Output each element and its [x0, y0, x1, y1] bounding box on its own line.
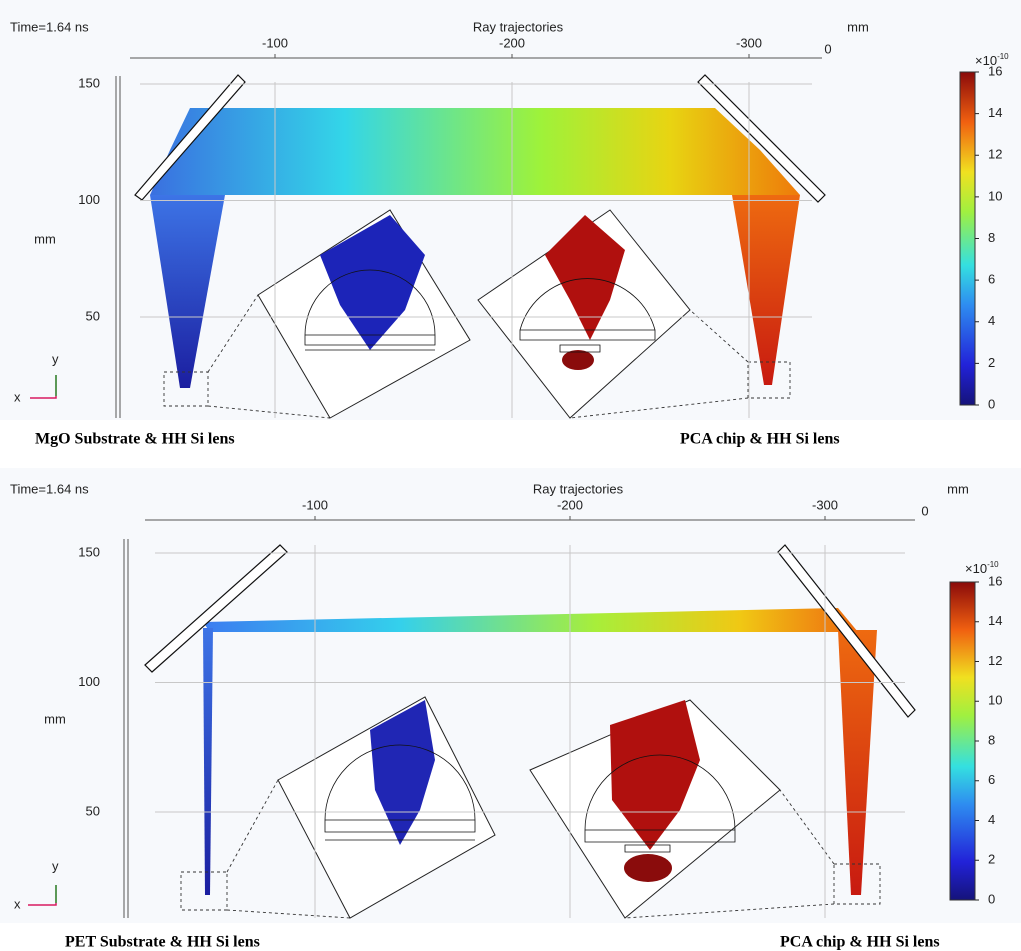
- y-tick-label: 150: [78, 75, 100, 90]
- axis-label-x: x: [14, 389, 21, 404]
- colorbar-tick-label: 6: [988, 772, 995, 787]
- colorbar-tick-label: 4: [988, 812, 995, 827]
- axis-label-x: x: [14, 896, 21, 911]
- plot-title: Ray trajectories: [473, 19, 564, 34]
- colorbar: [950, 582, 975, 900]
- y-unit: mm: [34, 231, 56, 246]
- inset-focus: [562, 350, 594, 370]
- caption: PCA chip & HH Si lens: [680, 431, 840, 448]
- colorbar-tick-label: 0: [988, 891, 995, 906]
- colorbar: [960, 72, 975, 405]
- plot-title: Ray trajectories: [533, 481, 624, 496]
- colorbar-tick-label: 12: [988, 147, 1002, 162]
- z-tick-label: 0: [921, 503, 928, 518]
- y-tick-label: 50: [86, 308, 100, 323]
- caption: PCA chip & HH Si lens: [780, 934, 940, 951]
- x-tick-label: -100: [262, 35, 288, 50]
- x-tick-label: -200: [499, 35, 525, 50]
- colorbar-tick-label: 6: [988, 272, 995, 287]
- x-tick-label: -300: [812, 497, 838, 512]
- colorbar-tick-label: 4: [988, 313, 995, 328]
- y-tick-label: 100: [78, 192, 100, 207]
- x-tick-label: -200: [557, 497, 583, 512]
- colorbar-tick-label: 2: [988, 355, 995, 370]
- multiplier-exponent: -10: [997, 52, 1009, 61]
- colorbar-tick-label: 14: [988, 105, 1002, 120]
- colorbar-tick-label: 16: [988, 573, 1002, 588]
- multiplier-base: ×10: [965, 561, 987, 576]
- panel-2-art: [0, 468, 1021, 923]
- y-tick-label: 100: [78, 674, 100, 689]
- colorbar-tick-label: 12: [988, 653, 1002, 668]
- x-unit: mm: [847, 19, 869, 34]
- y-tick-label: 50: [86, 803, 100, 818]
- colorbar-tick-label: 8: [988, 230, 995, 245]
- colorbar-tick-label: 2: [988, 852, 995, 867]
- axis-label-y: y: [52, 858, 59, 873]
- axis-label-y: y: [52, 351, 59, 366]
- y-tick-label: 150: [78, 544, 100, 559]
- caption: MgO Substrate & HH Si lens: [35, 431, 235, 448]
- beam: [150, 108, 800, 195]
- inset-focus: [624, 854, 672, 882]
- time-label: Time=1.64 ns: [10, 19, 89, 34]
- colorbar-tick-label: 10: [988, 693, 1002, 708]
- colorbar-tick-label: 14: [988, 613, 1002, 628]
- colorbar-tick-label: 16: [988, 63, 1002, 78]
- caption: PET Substrate & HH Si lens: [65, 934, 260, 951]
- colorbar-tick-label: 8: [988, 732, 995, 747]
- colorbar-tick-label: 10: [988, 188, 1002, 203]
- y-unit: mm: [44, 711, 66, 726]
- x-tick-label: -100: [302, 497, 328, 512]
- x-tick-label: -300: [736, 35, 762, 50]
- multiplier-exponent: -10: [987, 560, 999, 569]
- page: {"panels": [ {"time": "Time=1.64 ns", "t…: [0, 0, 1021, 951]
- z-tick-label: 0: [824, 41, 831, 56]
- time-label: Time=1.64 ns: [10, 481, 89, 496]
- colorbar-tick-label: 0: [988, 396, 995, 411]
- x-unit: mm: [947, 481, 969, 496]
- figure: Time=1.64 nsRay trajectoriesmm0mm-100-20…: [0, 0, 1021, 951]
- panel-1-art: [0, 0, 1021, 420]
